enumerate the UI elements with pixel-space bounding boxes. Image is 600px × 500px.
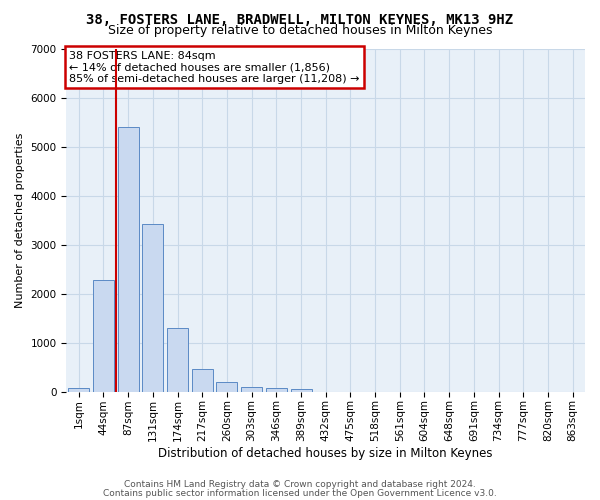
Bar xyxy=(118,128,139,392)
Text: Contains public sector information licensed under the Open Government Licence v3: Contains public sector information licen… xyxy=(103,488,497,498)
Bar xyxy=(266,388,287,392)
Bar xyxy=(68,388,89,392)
Bar xyxy=(217,382,238,392)
Text: 38 FOSTERS LANE: 84sqm
← 14% of detached houses are smaller (1,856)
85% of semi-: 38 FOSTERS LANE: 84sqm ← 14% of detached… xyxy=(69,50,359,84)
Text: Contains HM Land Registry data © Crown copyright and database right 2024.: Contains HM Land Registry data © Crown c… xyxy=(124,480,476,489)
Bar xyxy=(93,280,114,392)
Bar xyxy=(290,389,311,392)
Bar xyxy=(241,387,262,392)
Text: 38, FOSTERS LANE, BRADWELL, MILTON KEYNES, MK13 9HZ: 38, FOSTERS LANE, BRADWELL, MILTON KEYNE… xyxy=(86,12,514,26)
Text: Size of property relative to detached houses in Milton Keynes: Size of property relative to detached ho… xyxy=(108,24,492,37)
Y-axis label: Number of detached properties: Number of detached properties xyxy=(15,132,25,308)
Bar xyxy=(167,328,188,392)
Bar xyxy=(142,224,163,392)
X-axis label: Distribution of detached houses by size in Milton Keynes: Distribution of detached houses by size … xyxy=(158,447,493,460)
Bar xyxy=(192,368,213,392)
